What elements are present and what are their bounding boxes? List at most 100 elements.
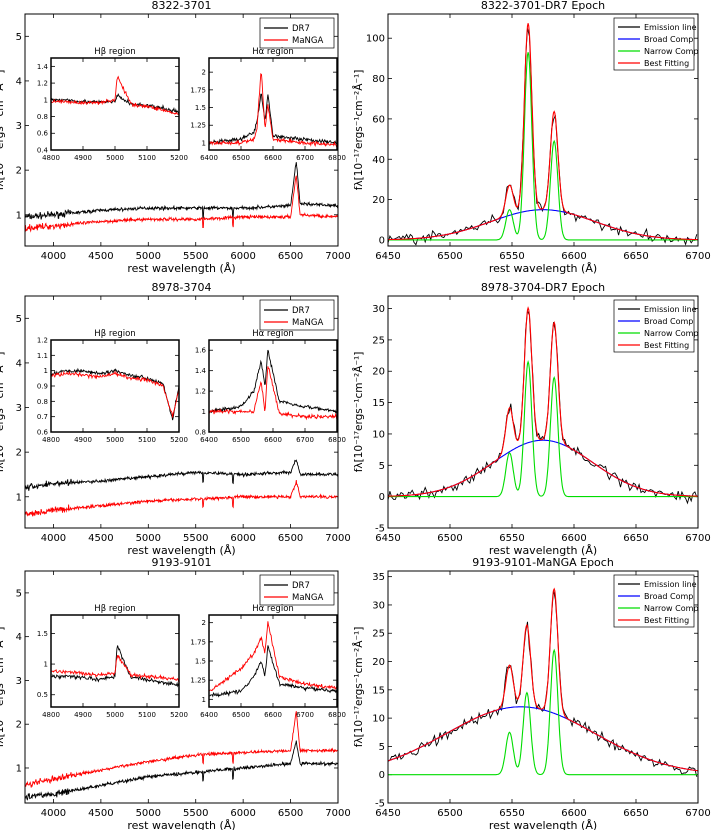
y-tick-label: 5 bbox=[379, 461, 385, 472]
x-axis-label: rest wavelength (Å) bbox=[127, 819, 235, 830]
inset-series-dr7 bbox=[209, 645, 337, 698]
y-tick-label: 1.2 bbox=[195, 388, 206, 396]
x-tick-label: 6550 bbox=[499, 251, 524, 262]
x-tick-label: 6700 bbox=[296, 154, 314, 162]
inset-title: Hα region bbox=[252, 604, 294, 614]
x-tick-label: 6500 bbox=[278, 251, 303, 262]
legend-label: DR7 bbox=[292, 24, 310, 34]
inset-series-manga bbox=[51, 654, 179, 683]
x-tick-label: 6400 bbox=[200, 154, 218, 162]
x-tick-label: 6700 bbox=[296, 436, 314, 444]
x-tick-label: 4900 bbox=[74, 154, 92, 162]
y-tick-label: 20 bbox=[372, 367, 385, 378]
y-tick-label: 10 bbox=[372, 429, 385, 440]
x-tick-label: 6600 bbox=[264, 711, 282, 719]
y-tick-label: 15 bbox=[372, 685, 385, 696]
x-tick-label: 6550 bbox=[499, 533, 524, 544]
x-tick-label: 5500 bbox=[183, 251, 208, 262]
y-axis-label: fλ[10⁻¹⁷ergs⁻¹cm⁻²Å⁻¹] bbox=[0, 70, 6, 191]
x-tick-label: 4000 bbox=[41, 251, 66, 262]
x-tick-label: 6550 bbox=[499, 808, 524, 819]
inset-series-dr7 bbox=[209, 349, 337, 414]
inset-title: Hα region bbox=[252, 329, 294, 339]
inset-series-dr7 bbox=[51, 93, 179, 115]
x-tick-label: 6500 bbox=[278, 808, 303, 819]
y-tick-label: 40 bbox=[372, 155, 385, 166]
x-tick-label: 4000 bbox=[41, 808, 66, 819]
series-narrow-comp bbox=[388, 52, 698, 241]
x-tick-label: 6500 bbox=[437, 808, 462, 819]
legend-label: Broad Comp bbox=[644, 592, 693, 601]
y-tick-label: 0 bbox=[379, 492, 385, 503]
x-tick-label: 4000 bbox=[41, 533, 66, 544]
y-tick-label: 2 bbox=[202, 69, 206, 77]
y-tick-label: 1.25 bbox=[190, 122, 206, 130]
series-narrow-comp bbox=[388, 648, 698, 776]
y-tick-label: 15 bbox=[372, 398, 385, 409]
legend-label: Emission line bbox=[644, 305, 697, 314]
y-tick-label: 0 bbox=[379, 235, 385, 246]
x-tick-label: 7000 bbox=[325, 533, 350, 544]
y-tick-label: 35 bbox=[372, 572, 385, 583]
y-tick-label: 1 bbox=[202, 408, 206, 416]
inset-series-dr7 bbox=[51, 645, 179, 688]
legend-label: DR7 bbox=[292, 581, 310, 591]
x-tick-label: 6500 bbox=[232, 154, 250, 162]
x-tick-label: 7000 bbox=[325, 808, 350, 819]
y-tick-label: -5 bbox=[375, 799, 385, 810]
legend bbox=[259, 17, 335, 49]
y-tick-label: 1 bbox=[16, 763, 22, 774]
plot-frame bbox=[24, 295, 339, 529]
plot-frame bbox=[387, 570, 699, 804]
series-broad-comp bbox=[388, 706, 698, 772]
x-tick-label: 6500 bbox=[437, 533, 462, 544]
x-tick-label: 4800 bbox=[42, 436, 60, 444]
y-tick-label: 25 bbox=[372, 335, 385, 346]
x-tick-label: 5000 bbox=[136, 808, 161, 819]
inset-hbeta: Hβ region 4800 4900 5000 5100 5200 0.5 1 1.5 bbox=[37, 604, 188, 719]
x-tick-label: 5000 bbox=[136, 251, 161, 262]
y-tick-label: 1 bbox=[16, 210, 22, 221]
inset-frame bbox=[208, 57, 338, 151]
y-tick-label: 10 bbox=[372, 714, 385, 725]
series-best-fitting bbox=[388, 23, 698, 241]
legend-label: DR7 bbox=[292, 306, 310, 316]
y-tick-label: 4 bbox=[16, 632, 22, 643]
x-tick-label: 6500 bbox=[232, 711, 250, 719]
plot-frame bbox=[24, 13, 339, 247]
y-tick-label: 1.4 bbox=[195, 367, 207, 375]
inset-halpha: Hα region 6400 6500 6600 6700 6800 0.8 1 1.2 1.4 1… bbox=[195, 329, 346, 444]
y-axis-label: fλ[10⁻¹⁷ergs⁻¹cm⁻²Å⁻¹] bbox=[352, 352, 365, 473]
series-best-fitting bbox=[388, 306, 698, 497]
x-tick-label: 6450 bbox=[375, 533, 400, 544]
legend-label: MaNGA bbox=[292, 593, 323, 603]
legend-label: Best Fitting bbox=[644, 616, 689, 625]
spectrum-panel: 8978-3704 4000 4500 5000 5500 6000 6500 7000 1 2 3… bbox=[0, 281, 351, 557]
y-tick-label: 20 bbox=[372, 195, 385, 206]
x-tick-label: 6600 bbox=[561, 808, 586, 819]
y-tick-label: 80 bbox=[372, 74, 385, 85]
inset-hbeta: Hβ region 4800 4900 5000 5100 5200 0.4 0.6 0.8 1 1… bbox=[37, 47, 188, 162]
x-tick-label: 6600 bbox=[264, 436, 282, 444]
legend-label: Narrow Comp bbox=[644, 47, 698, 56]
x-tick-label: 5200 bbox=[170, 154, 188, 162]
x-tick-label: 4500 bbox=[88, 251, 113, 262]
legend bbox=[259, 574, 335, 606]
chart-title: 8322-3701-DR7 Epoch bbox=[481, 0, 605, 12]
y-tick-label: 5 bbox=[16, 314, 22, 325]
y-tick-label: 3 bbox=[16, 121, 22, 132]
x-tick-label: 5000 bbox=[106, 436, 124, 444]
x-axis-label: rest wavelength (Å) bbox=[127, 544, 235, 557]
y-tick-label: 1.5 bbox=[37, 630, 48, 638]
x-axis-label: rest wavelength (Å) bbox=[489, 819, 597, 830]
y-tick-label: 1.2 bbox=[37, 336, 48, 344]
inset-title: Hβ region bbox=[94, 604, 135, 614]
y-tick-label: 1.75 bbox=[190, 86, 206, 94]
x-tick-label: 5500 bbox=[183, 533, 208, 544]
x-tick-label: 4500 bbox=[88, 533, 113, 544]
x-tick-label: 6600 bbox=[264, 154, 282, 162]
y-tick-label: 20 bbox=[372, 657, 385, 668]
y-tick-label: 1.75 bbox=[190, 638, 206, 646]
series-line-dr7 bbox=[25, 459, 338, 491]
